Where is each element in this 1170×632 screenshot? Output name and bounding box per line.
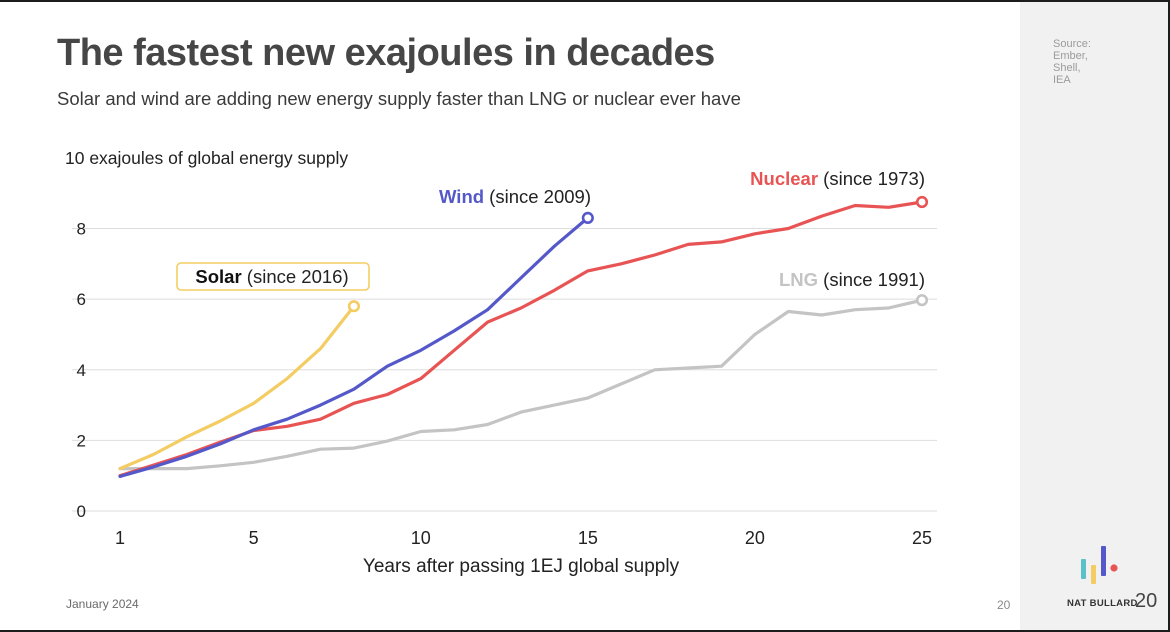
source-note: Source: Ember, Shell, IEA (1053, 38, 1091, 86)
y-tick-label: 0 (77, 502, 86, 521)
x-tick-label: 20 (745, 528, 765, 548)
x-tick-label: 1 (115, 528, 125, 548)
x-tick-label: 5 (249, 528, 259, 548)
lng-series-name: LNG (779, 269, 818, 290)
wind-series-line (118, 216, 590, 478)
nuclear-series-name: Nuclear (750, 168, 818, 189)
brand-name: NAT BULLARD (1067, 598, 1138, 609)
x-tick-label: 10 (411, 528, 431, 548)
lng-series-line (118, 298, 924, 471)
solar-series-since: (since 2016) (242, 266, 349, 287)
sidebar-slide-number: 20 (1135, 590, 1158, 612)
wind-end-marker (581, 211, 594, 225)
y-tick-label: 6 (77, 290, 86, 309)
solar-series-label: Solar (since 2016) (195, 266, 348, 287)
series-labels: LNG (since 1991) Nuclear (since 1973) Wind… (176, 168, 925, 291)
wind-series-name: Wind (439, 186, 484, 207)
page-subtitle: Solar and wind are adding new energy sup… (57, 88, 741, 109)
solar-label-box (176, 262, 370, 291)
lng-series-since: (since 1991) (818, 269, 925, 290)
solar-series-name: Solar (195, 266, 241, 287)
lng-series-label: LNG (since 1991) (779, 269, 925, 290)
x-axis-ticks: 1 5 10 15 20 25 (115, 528, 932, 548)
sidebar (1020, 2, 1168, 630)
y-tick-label: 2 (77, 431, 86, 450)
nuclear-series-label: Nuclear (since 1973) (750, 168, 925, 189)
wind-series-since: (since 2009) (484, 186, 591, 207)
lng-end-marker (915, 294, 929, 307)
solar-end-marker (347, 300, 361, 313)
y-axis-ticks: 0 2 4 6 8 (77, 220, 86, 522)
solar-series-line (118, 304, 356, 471)
y-tick-label: 4 (77, 361, 86, 380)
x-tick-label: 15 (578, 528, 598, 548)
x-tick-label: 25 (912, 528, 932, 548)
x-axis-label: Years after passing 1EJ global supply (363, 556, 680, 577)
series-group (118, 195, 929, 478)
nuclear-end-marker (915, 195, 929, 209)
footer-page-number: 20 (997, 598, 1011, 612)
wind-series-label: Wind (since 2009) (439, 186, 591, 207)
y-tick-label: 8 (77, 220, 86, 239)
line-chart: 10 exajoules of global energy supply 0 2 4… (65, 148, 937, 577)
page-title: The fastest new exajoules in decades (57, 32, 715, 74)
brand-logo-icon (1081, 546, 1118, 584)
y-axis-label: 10 exajoules of global energy supply (65, 148, 348, 168)
footer-date: January 2024 (66, 597, 139, 611)
nuclear-series-since: (since 1973) (818, 168, 925, 189)
slide (0, 2, 1020, 630)
